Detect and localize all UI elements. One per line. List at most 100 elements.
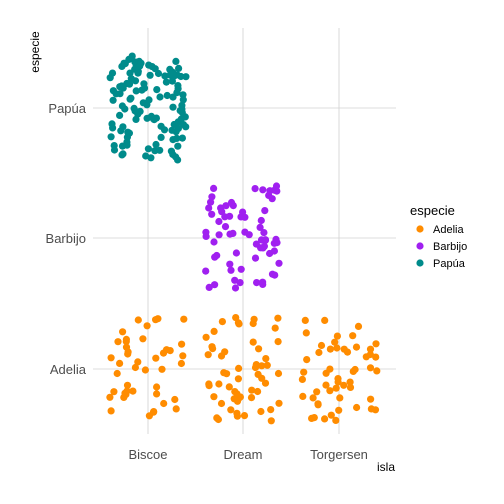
- data-point: [170, 72, 178, 80]
- data-point: [230, 395, 238, 403]
- data-point: [257, 216, 265, 225]
- data-point: [176, 107, 184, 115]
- data-point: [109, 96, 117, 104]
- data-point: [108, 120, 116, 128]
- data-point: [171, 395, 179, 404]
- data-point: [119, 84, 127, 92]
- data-point: [161, 72, 169, 80]
- data-point: [153, 390, 161, 398]
- data-point: [240, 412, 249, 420]
- data-point: [366, 364, 375, 372]
- data-point: [178, 340, 186, 348]
- data-point: [303, 356, 311, 364]
- data-point: [204, 351, 212, 359]
- data-point: [354, 322, 363, 330]
- data-point: [321, 415, 329, 423]
- data-point: [110, 142, 118, 150]
- y-axis-title: especie: [28, 31, 42, 73]
- data-point: [153, 383, 161, 391]
- data-point: [226, 230, 234, 238]
- data-point: [141, 366, 149, 374]
- data-point: [172, 405, 180, 413]
- data-point: [300, 368, 308, 376]
- data-point: [234, 319, 242, 327]
- data-point: [275, 399, 283, 407]
- data-point: [159, 349, 168, 357]
- data-point: [259, 186, 267, 194]
- data-point: [362, 353, 370, 361]
- data-point: [372, 340, 380, 348]
- data-point: [274, 369, 283, 378]
- data-point: [248, 386, 256, 394]
- data-point: [131, 107, 139, 115]
- data-point: [322, 381, 330, 389]
- data-point: [205, 204, 213, 212]
- legend-label: Adelia: [433, 224, 464, 236]
- y-tick-label: Papúa: [48, 101, 86, 116]
- data-point: [151, 147, 159, 155]
- data-point: [258, 362, 266, 370]
- data-point: [222, 202, 230, 210]
- data-point: [268, 195, 276, 203]
- data-point: [113, 369, 121, 378]
- data-point: [257, 407, 265, 416]
- data-point: [309, 394, 317, 402]
- data-point: [254, 370, 262, 378]
- data-point: [126, 69, 134, 77]
- data-point: [275, 259, 283, 267]
- data-point: [336, 394, 344, 402]
- data-point: [150, 116, 158, 124]
- data-point: [267, 417, 275, 425]
- data-point: [158, 365, 166, 373]
- data-point: [315, 348, 323, 357]
- data-point: [326, 345, 334, 353]
- data-point: [126, 95, 134, 103]
- data-point: [211, 281, 219, 289]
- data-point: [174, 142, 182, 150]
- data-point: [208, 193, 216, 201]
- data-point: [298, 375, 306, 383]
- data-point: [180, 315, 188, 323]
- data-point: [262, 355, 270, 363]
- data-point: [119, 328, 127, 336]
- data-point: [301, 316, 309, 324]
- data-point: [352, 343, 361, 351]
- data-point: [314, 400, 322, 408]
- data-point: [210, 393, 218, 401]
- data-point: [179, 352, 187, 360]
- data-point: [267, 406, 275, 414]
- data-point: [226, 260, 234, 268]
- data-point: [137, 59, 145, 67]
- data-point: [160, 399, 168, 408]
- data-point: [202, 267, 210, 275]
- data-point: [340, 381, 348, 389]
- data-point: [148, 63, 156, 71]
- data-point: [250, 315, 258, 323]
- data-point: [120, 59, 128, 67]
- data-point: [106, 393, 114, 401]
- legend-label: Papúa: [433, 258, 466, 270]
- data-point: [353, 403, 361, 412]
- data-point: [221, 223, 230, 231]
- data-point: [327, 411, 335, 419]
- data-point: [232, 249, 240, 257]
- data-point: [263, 361, 271, 369]
- data-point: [175, 64, 183, 72]
- data-point: [182, 123, 190, 131]
- data-point: [366, 345, 375, 353]
- data-point: [210, 327, 218, 335]
- data-point: [207, 198, 215, 206]
- data-point: [123, 141, 131, 149]
- data-point: [249, 338, 257, 346]
- data-point: [118, 102, 126, 110]
- data-point: [215, 231, 223, 239]
- data-point: [302, 329, 310, 337]
- data-point: [132, 87, 140, 95]
- data-point: [163, 91, 171, 100]
- data-point: [138, 86, 146, 94]
- data-point: [139, 99, 147, 107]
- data-point: [253, 279, 261, 287]
- data-point: [157, 133, 165, 141]
- data-point: [123, 381, 132, 389]
- data-point: [367, 395, 375, 403]
